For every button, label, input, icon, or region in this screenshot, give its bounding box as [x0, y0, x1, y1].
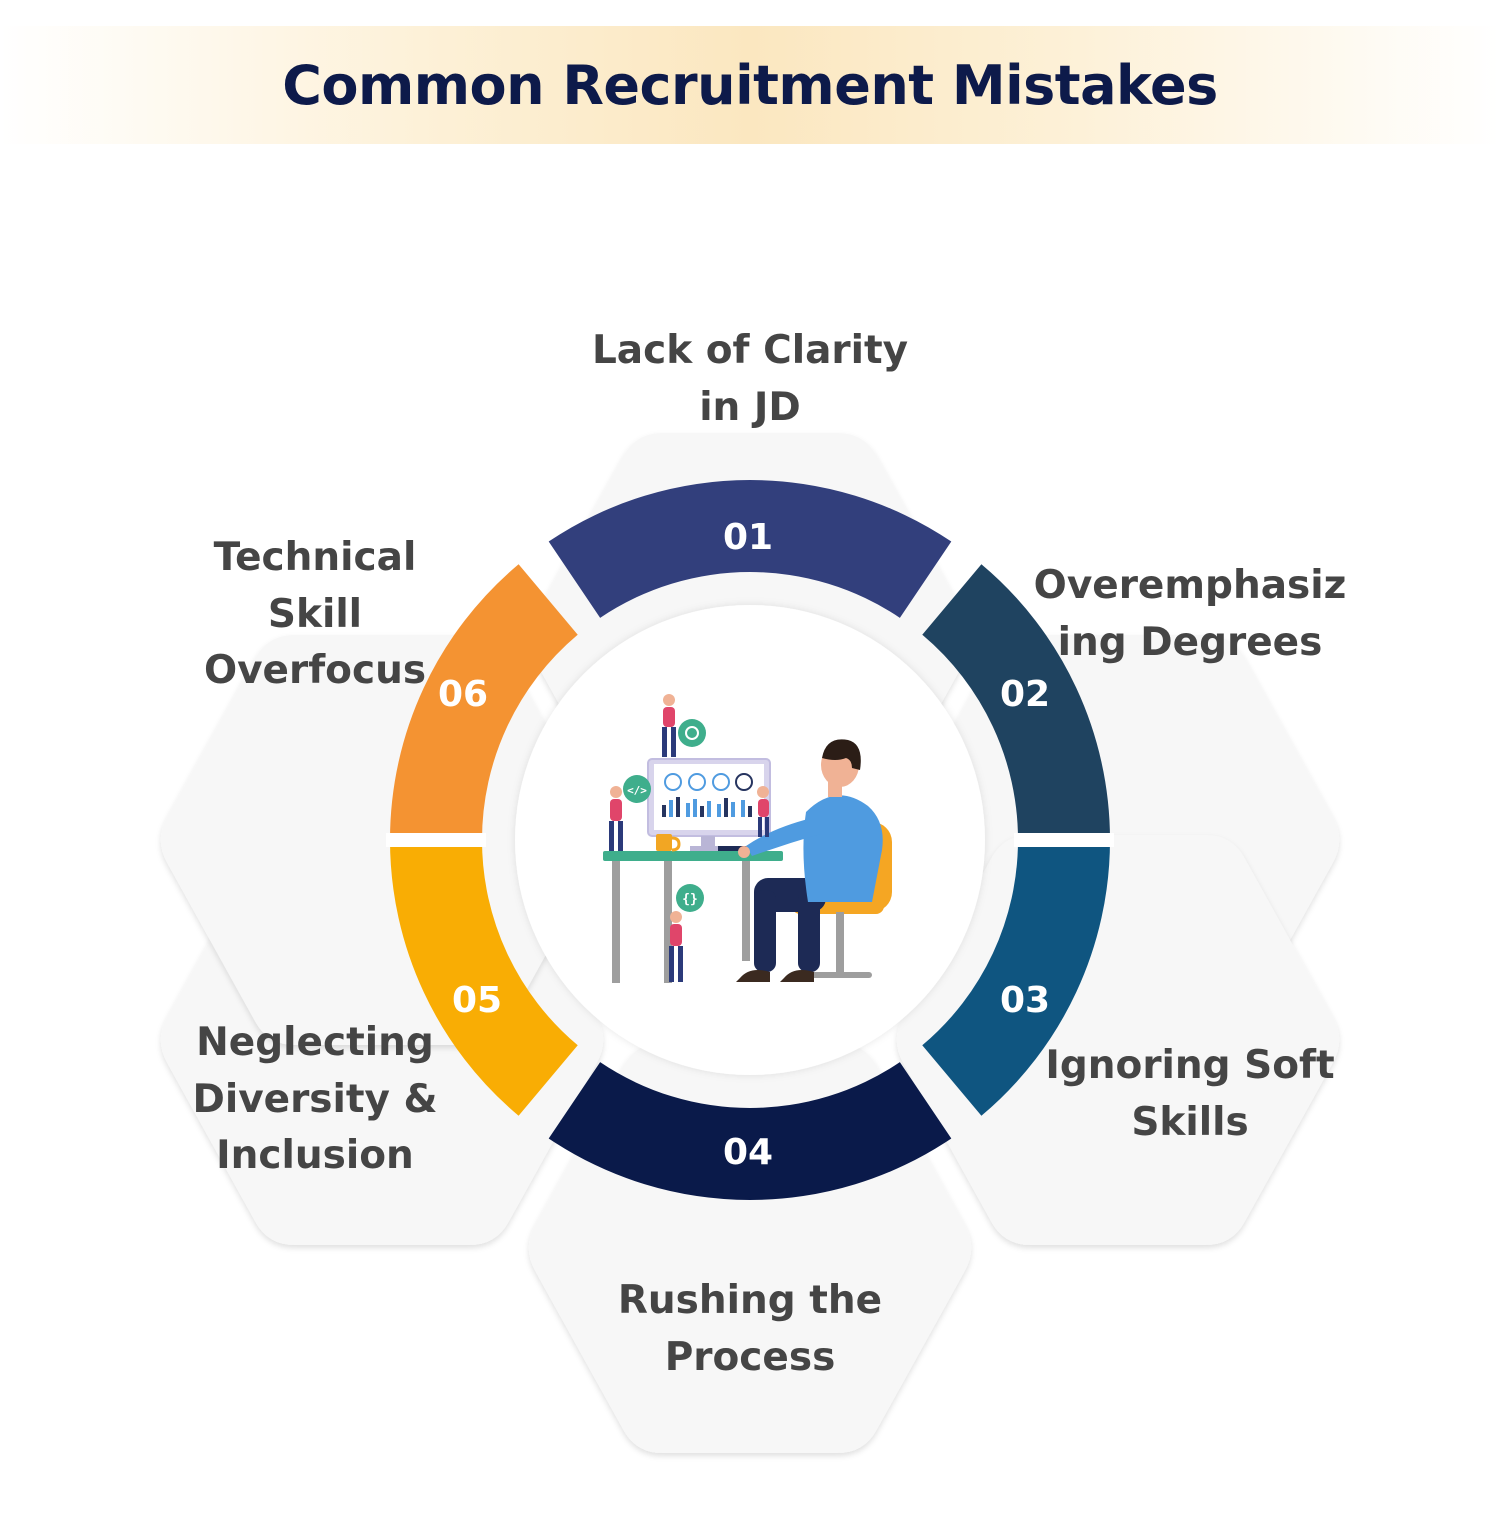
svg-text:{}: {}	[682, 892, 698, 907]
mistake-label-line: Skills	[1131, 1100, 1249, 1145]
mistake-label-line: Lack of Clarity	[591, 328, 909, 374]
mistake-label-line: Overemphasiz	[1033, 563, 1347, 609]
mistake-label-05: Neglecting Diversity & Inclusion	[130, 1000, 500, 1200]
mistake-label-line: ing Degrees	[1057, 620, 1323, 665]
mistake-label-06: Technical Skill Overfocus	[130, 510, 500, 720]
mistake-label-line: Technical	[213, 535, 417, 581]
mistake-label-line: Ignoring Soft	[1045, 1043, 1335, 1089]
ring-gap-left	[386, 833, 486, 847]
ring-segment-05	[390, 840, 578, 1116]
title-band	[0, 26, 1500, 144]
mistake-label-line: Process	[664, 1335, 836, 1380]
step-number-05: 05	[451, 979, 503, 1021]
person-at-computer-illustration: </> {}	[603, 694, 892, 983]
center-circle	[515, 605, 985, 1075]
mistake-label-line: Rushing the	[617, 1278, 883, 1324]
ring-gap-right	[1014, 833, 1114, 847]
mistake-label-03: Ignoring Soft Skills	[1010, 1020, 1370, 1170]
ring-segment-04	[548, 1062, 952, 1200]
ring-segment-06	[390, 564, 578, 840]
ring-segment-03	[922, 840, 1110, 1116]
step-number-03: 03	[999, 979, 1051, 1021]
step-number-01: 01	[722, 516, 774, 558]
mistake-label-line: in JD	[699, 385, 801, 430]
page-title: Common Recruitment Mistakes	[282, 53, 1218, 117]
mistake-label-line: Overfocus	[203, 648, 427, 694]
mistake-label-line: Skill	[267, 591, 363, 637]
ring-segment-02	[922, 564, 1110, 840]
mistake-label-line: Diversity &	[192, 1076, 438, 1122]
mistake-label-line: Inclusion	[216, 1133, 414, 1179]
mistake-label-02: Overemphasiz ing Degrees	[1010, 540, 1370, 690]
step-number-06: 06	[437, 673, 489, 715]
svg-text:</>: </>	[627, 784, 647, 797]
mistake-label-04: Rushing the Process	[520, 1250, 980, 1410]
ring-segment-01	[548, 479, 952, 618]
step-number-02: 02	[999, 673, 1051, 715]
mistake-label-line: Neglecting	[196, 1020, 434, 1066]
step-number-04: 04	[722, 1131, 774, 1173]
mistake-label-01: Lack of Clarity in JD	[520, 300, 980, 460]
